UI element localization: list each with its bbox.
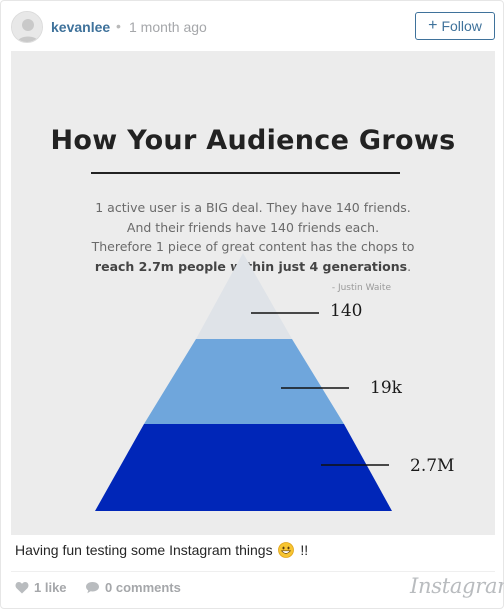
instagram-logo[interactable]: Instagram (410, 574, 504, 598)
heart-icon (15, 581, 29, 594)
pyramid-tier-bottom (95, 424, 392, 511)
quote-line-emphasis: reach 2.7m people within just 4 generati… (41, 257, 465, 277)
comment-bubble-icon (86, 582, 99, 594)
quote-line: Therefore 1 piece of great content has t… (91, 239, 415, 254)
infographic-quote: 1 active user is a BIG deal. They have 1… (41, 198, 465, 276)
follow-label: Follow (441, 18, 482, 34)
quote-line: And their friends have 140 friends each. (126, 219, 380, 235)
quote-attribution: - Justin Waite (331, 283, 391, 293)
likes-button[interactable]: 1 like (15, 580, 67, 595)
grinning-face-icon (278, 542, 295, 558)
post-header: kevanlee • 1 month ago + Follow (1, 1, 503, 51)
pyramid-tier-top (196, 253, 292, 339)
pyramid-tier-middle (144, 339, 344, 424)
level-label-19k: 19k (370, 378, 402, 398)
post-timestamp[interactable]: 1 month ago (129, 19, 207, 35)
level-label-140: 140 (330, 301, 363, 321)
default-avatar-icon (12, 12, 42, 42)
comments-count: 0 comments (105, 580, 181, 595)
post-image[interactable]: How Your Audience Grows 1 active user is… (11, 51, 495, 535)
infographic-title: How Your Audience Grows (50, 125, 456, 156)
username-link[interactable]: kevanlee (51, 19, 111, 35)
follow-button[interactable]: + Follow (415, 12, 495, 40)
likes-count: 1 like (34, 580, 67, 595)
quote-bold-text: reach 2.7m people within just 4 generati… (94, 258, 408, 274)
plus-icon: + (428, 16, 438, 34)
avatar[interactable] (11, 11, 43, 43)
title-underline (91, 172, 400, 174)
quote-line: 1 active user is a BIG deal. They have 1… (95, 200, 411, 215)
caption-exclaim: !! (300, 542, 309, 558)
quote-period: . (407, 258, 412, 274)
post-caption: Having fun testing some Instagram things… (15, 542, 308, 558)
caption-text: Having fun testing some Instagram things (15, 542, 273, 558)
footer-divider (11, 571, 495, 572)
audience-pyramid (95, 253, 392, 511)
separator-dot: • (116, 18, 121, 34)
comments-button[interactable]: 0 comments (85, 580, 181, 595)
level-label-2-7m: 2.7M (410, 456, 455, 476)
